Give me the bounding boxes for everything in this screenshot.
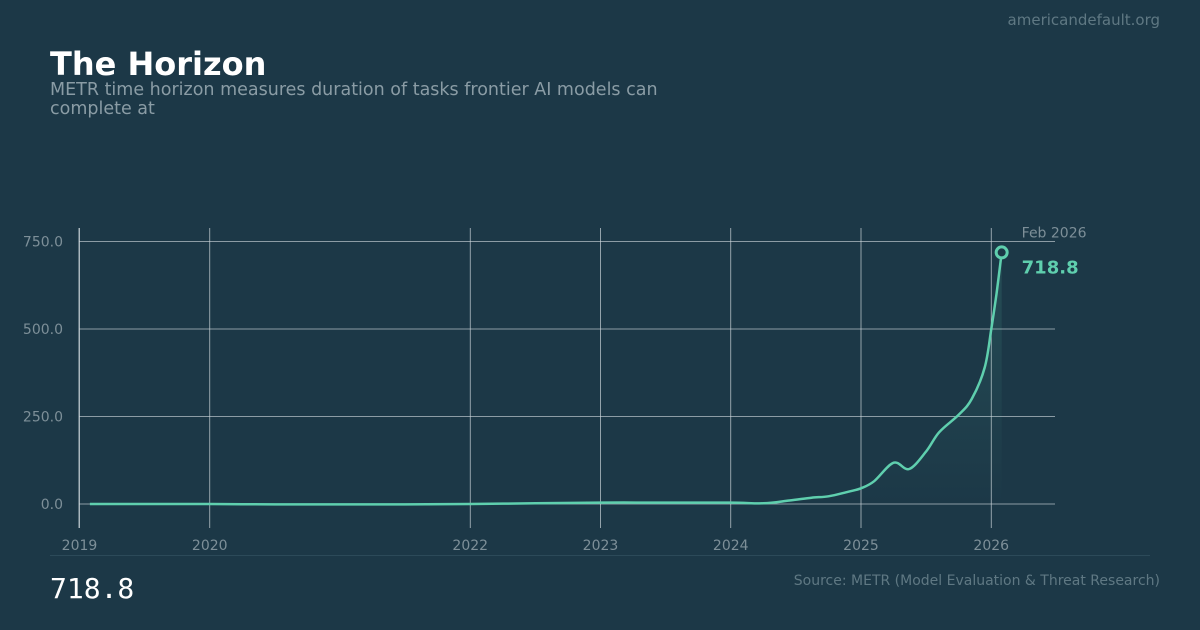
y-tick-label: 0.0 (41, 497, 63, 513)
x-tick-label: 2020 (192, 538, 228, 554)
current-value: 718.8 (50, 572, 135, 605)
y-tick-label: 250.0 (23, 410, 63, 426)
site-watermark: americandefault.org (1007, 11, 1160, 29)
page-subtitle: METR time horizon measures duration of t… (50, 80, 658, 119)
page-title: The Horizon (50, 45, 267, 83)
annotation-date-label: Feb 2026 (1022, 225, 1087, 241)
x-tick-label: 2025 (843, 538, 879, 554)
source-credit: Source: METR (Model Evaluation & Threat … (793, 573, 1160, 589)
y-tick-label: 500.0 (23, 322, 63, 338)
x-tick-label: 2023 (583, 538, 619, 554)
x-tick-label: 2022 (452, 538, 488, 554)
y-tick-label: 750.0 (23, 235, 63, 251)
x-tick-label: 2024 (713, 538, 749, 554)
x-tick-label: 2019 (62, 538, 98, 554)
latest-point-marker[interactable] (994, 245, 1009, 260)
series-line (89, 252, 1003, 506)
series-area-fill (89, 252, 1002, 505)
x-tick-label: 2026 (973, 538, 1009, 554)
footer-divider (50, 555, 1150, 556)
annotation-value-label: 718.8 (1022, 257, 1079, 278)
